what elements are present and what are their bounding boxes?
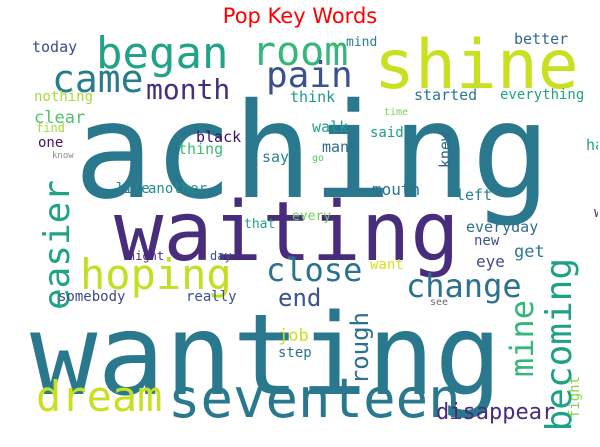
word-want: want	[370, 257, 404, 273]
word-mine: mine	[503, 300, 541, 378]
word-came: came	[52, 57, 144, 101]
word-today: today	[32, 38, 78, 56]
word-another: another	[148, 181, 208, 197]
word-thing: thing	[178, 140, 224, 158]
word-that: that	[244, 217, 276, 232]
word-mouth: mouth	[372, 180, 421, 199]
word-everyday: everyday	[466, 218, 539, 236]
word-know: know	[52, 151, 74, 161]
word-say: say	[262, 148, 290, 166]
word-day: day	[210, 249, 232, 263]
word-night: night	[128, 249, 165, 263]
word-left: left	[456, 186, 493, 204]
word-think: think	[290, 88, 336, 106]
word-rough: rough	[346, 312, 374, 385]
word-waiting: waiting	[114, 185, 460, 280]
word-room: room	[252, 32, 349, 75]
word-seventeen: seventeen	[168, 367, 461, 430]
word-wanting: wanting	[30, 291, 503, 421]
word-black: black	[196, 128, 242, 146]
word-month: month	[146, 73, 231, 106]
word-aching: aching	[74, 75, 551, 229]
word-eye: eye	[476, 252, 505, 271]
word-dream: dream	[36, 372, 163, 421]
word-find: find	[36, 121, 65, 135]
word-really: really	[186, 289, 237, 305]
word-started: started	[414, 86, 478, 104]
word-every: every	[292, 209, 332, 224]
figure-title: Pop Key Words	[222, 4, 378, 28]
word-many: many	[322, 138, 359, 156]
word-new: new	[474, 233, 500, 249]
word-fight: fight	[567, 376, 583, 419]
word-shine: shine	[374, 32, 579, 105]
word-clear: clear	[34, 108, 86, 128]
word-somebody: somebody	[58, 289, 126, 305]
word-close: close	[266, 251, 363, 289]
word-everything: everything	[500, 87, 585, 103]
word-mind: mind	[346, 35, 378, 50]
word-get: get	[514, 242, 545, 262]
word-hard: hard	[586, 136, 598, 154]
word-one: one	[38, 135, 64, 151]
word-cloud: aching wanting waiting shine seventeen began r…	[30, 32, 598, 447]
word-time: time	[384, 107, 409, 118]
word-nothing: nothing	[34, 89, 94, 105]
word-change: change	[406, 267, 522, 305]
word-said: said	[370, 125, 404, 141]
word-knew: knew	[436, 132, 454, 169]
word-pain: pain	[266, 55, 353, 96]
word-disappear: disappear	[436, 400, 556, 425]
word-life: life	[116, 181, 150, 197]
word-see: see	[430, 297, 449, 308]
word-step: step	[278, 345, 312, 361]
word-go: go	[312, 153, 325, 164]
word-job: job	[278, 326, 309, 346]
word-walk: walk	[312, 118, 349, 136]
word-began: began	[96, 32, 229, 79]
word-hoping: hoping	[80, 250, 232, 299]
word-better: better	[514, 32, 569, 48]
word-end: end	[278, 284, 322, 312]
word-way: way	[594, 206, 598, 220]
